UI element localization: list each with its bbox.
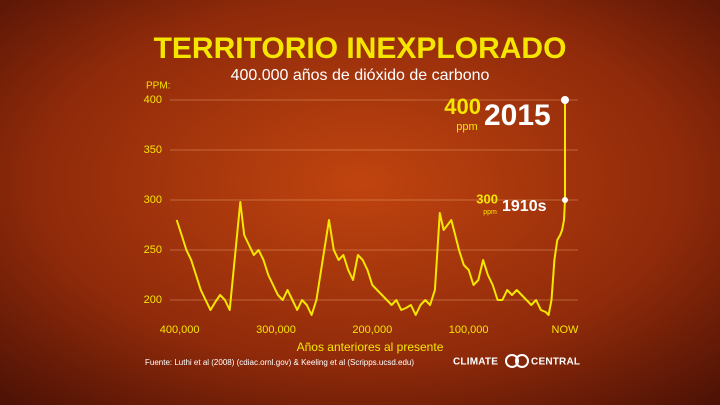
annotation-value: 400 [444,94,481,119]
logo-ring [515,354,529,368]
logo-text: CLIMATE CENTRAL [453,357,581,368]
data-line [175,100,566,316]
annotation-value: 300 [476,191,498,206]
chart-title: TERRITORIO INEXPLORADO [154,32,567,65]
y-tick-label: 400 [144,94,162,106]
x-tick-label: NOW [552,324,580,336]
x-tick-label: 100,000 [449,324,489,336]
annotation-dot [561,96,569,104]
y-tick-label: 350 [144,144,162,156]
x-tick-label: 200,000 [352,324,392,336]
y-tick-label: 250 [144,244,162,256]
chart-subtitle: 400.000 años de dióxido de carbono [231,67,490,84]
source: Fuente: Luthi et al (2008) (cdiac.ornl.g… [145,358,414,367]
logo-ring [505,354,519,368]
annotation-unit: ppm [483,209,497,216]
annotation-unit: ppm [456,121,477,133]
x-tick-label: 400,000 [160,324,200,336]
x-axis-label: Años anteriores al presente [297,340,444,354]
annotation-dot [562,197,568,203]
logo [505,354,529,368]
annotation-label: 2015 [484,99,551,132]
y-tick-label: 300 [144,194,162,206]
y-axis-label: PPM: [146,81,170,92]
x-tick-label: 300,000 [256,324,296,336]
y-tick-label: 200 [144,294,162,306]
annotation-label: 1910s [502,198,547,215]
